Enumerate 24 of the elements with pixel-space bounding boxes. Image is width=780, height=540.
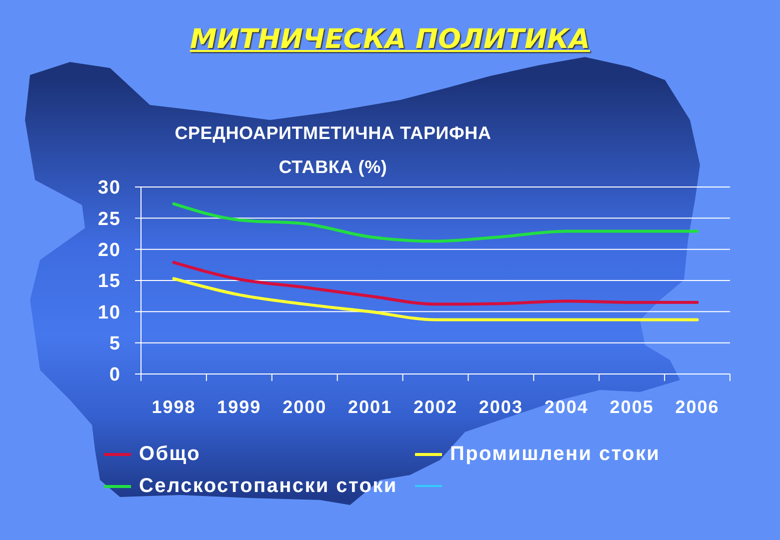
- x-tick-label: 1998: [152, 397, 196, 417]
- y-tick-label: 10: [98, 302, 121, 324]
- y-tick-label: 15: [98, 271, 121, 292]
- x-tick-label: 1999: [217, 397, 262, 417]
- x-tick-label: 2004: [544, 397, 588, 417]
- line-series: [172, 277, 699, 322]
- chart-subtitle: СРЕДНОАРИТМЕТИЧНА ТАРИФНА СТАВКА (%): [174, 122, 492, 179]
- x-tick-label: 2000: [282, 397, 327, 417]
- x-tick-label: 2006: [675, 397, 720, 417]
- legend-label: Общо: [139, 442, 201, 466]
- chart-title: МИТНИЧЕСКА ПОЛИТИКА: [188, 24, 592, 55]
- x-tick-label: 2005: [610, 397, 654, 417]
- y-tick-label: 0: [109, 364, 121, 386]
- y-tick-label: 5: [109, 334, 121, 355]
- x-tick-label: 2001: [348, 397, 392, 417]
- line-series: [172, 260, 699, 306]
- legend-label: Селскостопански стоки: [139, 474, 398, 498]
- y-tick-label: 20: [98, 240, 121, 262]
- y-tick-label: 30: [98, 178, 121, 199]
- y-tick-label: 25: [98, 208, 121, 230]
- line-series: [172, 202, 699, 243]
- legend-label: Промишлени стоки: [450, 442, 660, 466]
- x-tick-label: 2002: [413, 397, 458, 417]
- x-tick-label: 2003: [478, 397, 523, 417]
